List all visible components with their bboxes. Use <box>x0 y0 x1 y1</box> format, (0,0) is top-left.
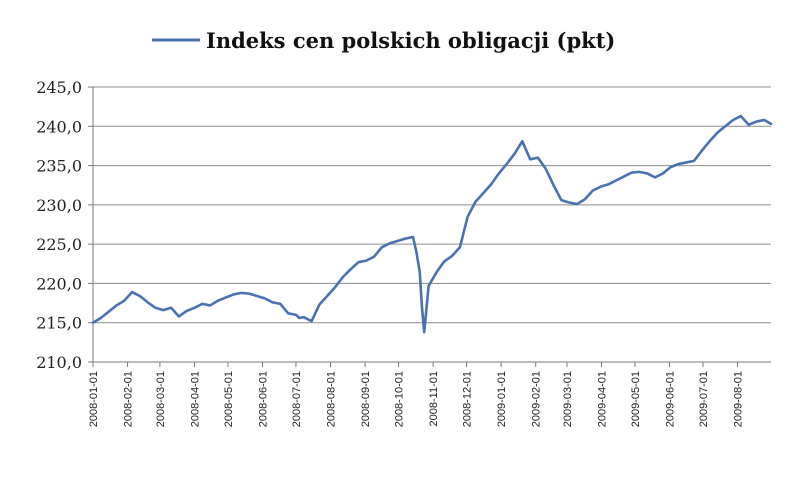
legend: Indeks cen polskich obligacji (pkt) <box>152 28 615 53</box>
x-tick-label: 2008-07-01 <box>291 371 303 427</box>
y-tick-label: 235,0 <box>36 157 82 176</box>
x-tick-label: 2009-01-01 <box>496 371 508 427</box>
x-tick-label: 2008-04-01 <box>189 371 201 427</box>
x-axis-ticks: 2008-01-01 2008-02-01 2008-03-01 2008-04-01… <box>88 362 745 427</box>
x-tick-label: 2009-03-01 <box>562 371 574 427</box>
x-tick-label: 2009-08-01 <box>733 371 745 427</box>
x-tick-label: 2008-12-01 <box>462 371 474 427</box>
x-tick-label: 2009-02-01 <box>531 371 543 427</box>
grid <box>93 86 771 324</box>
legend-label: Indeks cen polskich obligacji (pkt) <box>206 28 615 53</box>
y-tick-label: 245,0 <box>36 78 82 97</box>
x-tick-label: 2008-02-01 <box>123 371 135 427</box>
y-tick-label: 240,0 <box>36 117 82 136</box>
x-tick-label: 2009-07-01 <box>698 371 710 427</box>
x-tick-label: 2008-09-01 <box>360 371 372 427</box>
x-tick-label: 2009-06-01 <box>665 371 677 427</box>
y-tick-label: 215,0 <box>36 314 82 333</box>
x-tick-label: 2008-10-01 <box>394 371 406 427</box>
y-tick-label: 225,0 <box>36 235 82 254</box>
y-tick-label: 210,0 <box>36 353 82 372</box>
x-tick-label: 2009-04-01 <box>597 371 609 427</box>
x-tick-label: 2008-05-01 <box>223 371 235 427</box>
x-tick-label: 2009-05-01 <box>630 371 642 427</box>
y-axis-ticks: 245,0 240,0 235,0 230,0 225,0 220,0 215,0 210,0 <box>36 78 93 372</box>
x-tick-label: 2008-03-01 <box>155 371 167 427</box>
x-tick-label: 2008-08-01 <box>326 371 338 427</box>
x-tick-label: 2008-01-01 <box>88 371 100 427</box>
series-line <box>91 114 773 334</box>
axes <box>92 87 771 363</box>
y-tick-label: 220,0 <box>36 274 82 293</box>
y-tick-label: 230,0 <box>36 196 82 215</box>
x-tick-label: 2008-11-01 <box>428 371 440 426</box>
x-tick-label: 2008-06-01 <box>258 371 270 427</box>
